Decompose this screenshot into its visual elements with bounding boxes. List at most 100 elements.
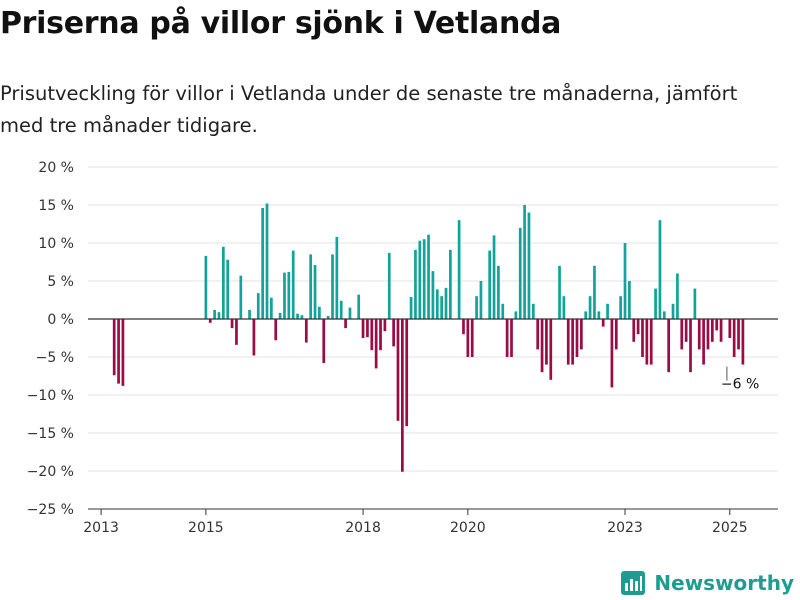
bar <box>296 313 299 319</box>
bar <box>418 240 422 319</box>
bar <box>235 319 238 345</box>
bar <box>339 300 343 319</box>
bar <box>278 312 282 319</box>
bar-chart: 20 % 15 % 10 % 5 % 0 % −5 % −10 % −15 % −20 % −25… <box>27 160 778 536</box>
y-tick-label: 10 % <box>38 236 74 252</box>
bar <box>693 288 697 319</box>
x-tick-label: 2013 <box>83 520 119 536</box>
bar <box>702 319 705 365</box>
bar <box>366 319 369 338</box>
bar <box>671 303 675 319</box>
bar <box>614 319 618 350</box>
bar <box>658 220 662 319</box>
bar <box>466 319 470 357</box>
bar <box>475 296 478 319</box>
y-tick-label: 20 % <box>38 160 74 176</box>
bar <box>536 319 540 350</box>
bar <box>667 319 671 373</box>
bar <box>383 319 387 332</box>
bar <box>597 311 601 319</box>
bar <box>636 319 640 335</box>
bar <box>261 208 264 319</box>
bar <box>501 303 505 319</box>
bar <box>737 319 740 350</box>
bar <box>470 319 474 357</box>
bar <box>361 319 365 338</box>
bar <box>689 319 692 373</box>
bar <box>676 273 679 319</box>
bar <box>217 312 221 319</box>
bar <box>326 315 330 319</box>
bar <box>545 319 548 365</box>
bar <box>121 319 125 386</box>
bar <box>649 319 653 365</box>
bar <box>462 319 465 335</box>
bar <box>601 319 605 327</box>
page-title: Priserna på villor sjönk i Vetlanda <box>0 6 562 41</box>
bar <box>457 220 461 319</box>
bar <box>697 319 701 350</box>
bar <box>283 272 286 319</box>
bar <box>270 297 273 319</box>
bar <box>348 307 352 319</box>
brand-name: Newsworthy <box>654 571 794 595</box>
bar <box>527 212 531 319</box>
annotation-label: −6 % <box>721 377 759 393</box>
y-tick-label: −15 % <box>27 426 74 442</box>
bar <box>719 319 723 342</box>
bar <box>396 319 400 421</box>
bar <box>628 281 631 319</box>
bar <box>571 319 574 365</box>
bar <box>387 252 391 319</box>
bar <box>274 319 278 341</box>
bar <box>710 319 714 342</box>
page-subtitle: Prisutveckling för villor i Vetlanda und… <box>0 82 738 137</box>
bar <box>606 303 609 319</box>
bar <box>287 271 291 319</box>
bar <box>435 289 439 319</box>
bar <box>431 271 435 319</box>
bar <box>239 275 243 319</box>
bar <box>213 309 216 319</box>
bar <box>414 249 417 319</box>
bar <box>379 319 382 351</box>
newsworthy-logo-icon <box>621 571 646 595</box>
bar <box>318 306 321 319</box>
bar <box>405 319 409 427</box>
y-tick-label: −20 % <box>27 464 74 480</box>
x-tick-label: 2020 <box>450 520 486 536</box>
bar <box>449 249 452 319</box>
bar <box>680 319 684 350</box>
bar <box>562 296 566 319</box>
bar <box>370 319 374 351</box>
bar <box>226 259 230 319</box>
bar <box>619 296 623 319</box>
bar <box>497 265 500 319</box>
bar <box>549 319 553 380</box>
y-tick-label: 5 % <box>47 274 74 290</box>
bar <box>728 319 732 338</box>
bar <box>300 315 304 319</box>
bar <box>208 319 212 323</box>
x-tick-label: 2015 <box>188 520 224 536</box>
bar <box>645 319 649 365</box>
bar <box>422 239 426 319</box>
bar <box>304 319 308 343</box>
bar <box>265 203 269 319</box>
bar <box>505 319 509 357</box>
bar <box>221 246 225 319</box>
bar <box>684 319 688 342</box>
bar <box>540 319 544 373</box>
bar <box>715 319 719 331</box>
bar <box>440 296 443 319</box>
bar <box>252 319 256 356</box>
bar <box>588 296 592 319</box>
bar <box>632 319 636 342</box>
bar <box>531 303 535 319</box>
bar <box>401 319 404 472</box>
bar <box>732 319 736 357</box>
bar <box>610 319 614 388</box>
bar <box>374 319 378 369</box>
bar <box>593 265 596 319</box>
bar <box>444 287 448 319</box>
